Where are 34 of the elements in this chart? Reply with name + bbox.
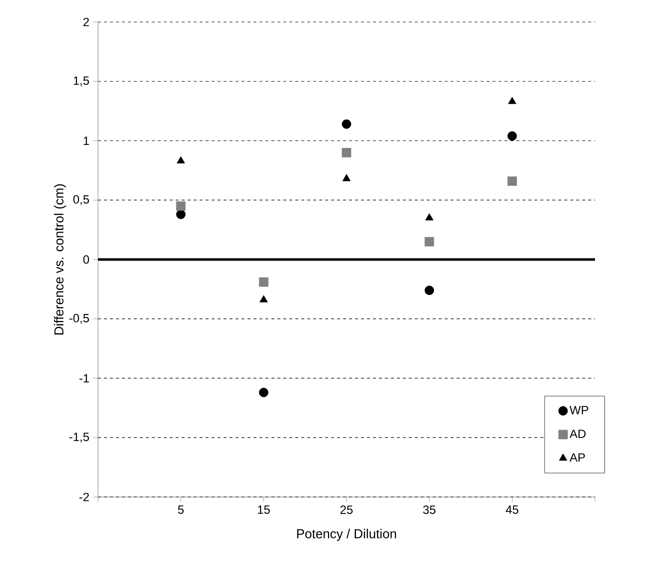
- point: [258, 388, 268, 398]
- point: [424, 236, 434, 246]
- point: [508, 96, 516, 104]
- point: [425, 213, 434, 220]
- point: [176, 156, 185, 164]
- x-tick-label: 35: [423, 506, 436, 514]
- point: [342, 174, 351, 182]
- point: [507, 131, 517, 141]
- point: [342, 119, 352, 129]
- y-tick-label: -1,5: [69, 432, 89, 442]
- point: [176, 210, 186, 220]
- y-tick-label: 1: [84, 136, 89, 145]
- x-tick-label: 25: [340, 506, 353, 514]
- legend-label: WP: [570, 406, 588, 414]
- y-tick-label: 1,5: [74, 76, 89, 86]
- x-tick-label: 15: [258, 506, 270, 514]
- x-tick-label: 5: [178, 506, 184, 514]
- x-axis-title: Potency / Dilution: [297, 528, 396, 541]
- point: [507, 176, 517, 186]
- point: [258, 277, 268, 287]
- point: [260, 295, 268, 302]
- y-tick-label: 0: [83, 255, 90, 264]
- legend-label: AP: [570, 453, 585, 462]
- y-tick-label: -0,5: [69, 314, 89, 324]
- point: [342, 148, 352, 158]
- point: [176, 201, 186, 211]
- y-tick-label: 2: [83, 18, 89, 26]
- x-tick-label: 45: [506, 506, 518, 514]
- y-tick-label: 0,5: [73, 195, 89, 206]
- legend-label: AD: [570, 430, 586, 438]
- y-tick-label: -1: [79, 374, 89, 382]
- y-tick-label: -2: [79, 492, 89, 502]
- point: [424, 286, 434, 296]
- y-axis-title: Difference vs. control (cm): [54, 184, 66, 334]
